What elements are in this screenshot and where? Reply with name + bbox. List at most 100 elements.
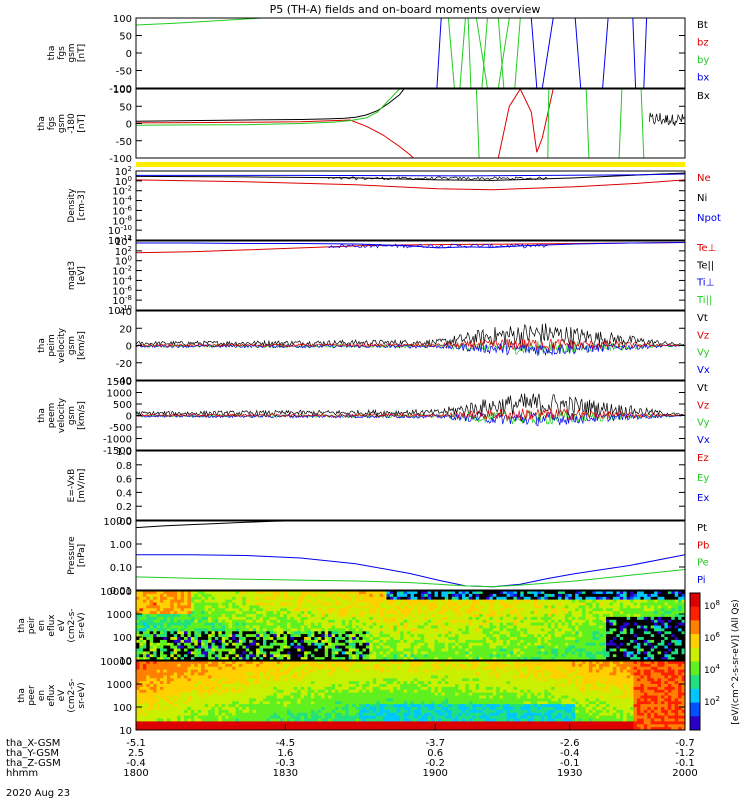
series-Br: [136, 120, 416, 161]
series-Br2: [498, 89, 553, 158]
legend-entry: Vz: [697, 330, 709, 341]
y-tick-label: 0.10: [110, 563, 132, 574]
y-label-line: E=-VxB: [67, 469, 77, 503]
y-tick-label: 1000: [107, 389, 132, 400]
series-by: [136, 4, 520, 88]
y-tick-label: 100: [113, 14, 132, 25]
y-label-line: tha: [17, 618, 27, 633]
y-label-line: eV: [57, 619, 67, 632]
series-Pe: [136, 570, 685, 587]
y-tick-label: 0.2: [116, 502, 132, 513]
series-Bg: [136, 78, 411, 126]
y-label-line: en: [37, 620, 47, 631]
legend-entry: bz: [697, 38, 709, 49]
panel-4-y-label: magt3[eV]: [67, 261, 87, 290]
y-tick-label: 100: [113, 85, 132, 96]
panel-2-legend: Bx: [697, 91, 710, 102]
y-label-line: tha: [37, 338, 47, 353]
legend-entry: by: [697, 55, 709, 66]
y-tick-label: 100: [113, 633, 132, 644]
y-tick-label: -1000: [103, 435, 132, 446]
panel-2-plot-area: [136, 78, 685, 161]
y-label-line: gsm: [67, 43, 77, 62]
legend-entry: Ey: [697, 473, 709, 484]
series-bx2: [531, 18, 646, 88]
series-Bx: [136, 80, 411, 121]
legend-entry: Bt: [697, 20, 708, 31]
panel-10-plot-area: [136, 661, 686, 731]
y-tick-label: 0: [126, 412, 132, 423]
y-label-line: gsm: [67, 406, 77, 425]
y-label-line: fgs: [57, 46, 67, 60]
legend-entry: Ti⊥: [696, 278, 714, 289]
legend-entry: Pe: [697, 558, 709, 569]
legend-entry: Te||: [696, 260, 714, 271]
legend-entry: Vy: [697, 348, 710, 359]
panel-7-frame: [136, 451, 685, 520]
y-tick-label: -500: [109, 423, 132, 434]
y-label-line: [mV/m]: [77, 469, 87, 503]
series-noise: [136, 393, 684, 415]
spectrogram-cells: [136, 661, 686, 731]
y-tick-label: 20: [119, 324, 132, 335]
series-noise: [136, 408, 684, 420]
panel-7: 1.00.80.60.40.20.0 E=-VxB[mV/m] Ez Ey Ex: [67, 447, 709, 527]
y-label-line: velocity: [57, 397, 67, 433]
legend-entry: Ni: [697, 193, 707, 204]
y-label-line: fgs: [47, 116, 57, 130]
y-tick-label: 0: [126, 120, 132, 131]
y-tick-label: 1000: [107, 610, 132, 621]
series-Pi: [136, 555, 685, 587]
y-tick-label: 1.00: [110, 540, 132, 551]
y-tick-label: 10.00: [103, 517, 132, 528]
y-label-line: [eV]: [77, 266, 87, 285]
y-label-line: [nT]: [77, 114, 87, 132]
legend-entry: Vy: [697, 418, 710, 429]
series-Te: [136, 243, 685, 253]
y-tick-label: 10000: [100, 587, 132, 598]
series-Bg2: [476, 89, 643, 158]
y-tick-label: 50: [119, 32, 132, 43]
legend-entry: Vt: [697, 383, 708, 394]
y-label-line: gsm: [67, 336, 77, 355]
panel-7-y-label: E=-VxB[mV/m]: [67, 469, 87, 503]
y-tick-label: -20: [116, 359, 132, 370]
legend-entry: Ti||: [696, 295, 712, 306]
y-label-line: tha: [47, 46, 57, 61]
y-label-line: [nPa]: [77, 544, 87, 567]
panel-4-legend: Te⊥ Te|| Ti⊥ Ti||: [696, 243, 716, 306]
legend-entry: Pt: [697, 523, 707, 534]
spectrogram-cells: [136, 591, 686, 661]
legend-entry: Bx: [697, 91, 710, 102]
panel-8-y-label: Pressure[nPa]: [67, 536, 87, 575]
panel-7-y-ticks: 1.00.80.60.40.20.0: [116, 447, 685, 527]
legend-entry: Te⊥: [696, 243, 716, 254]
legend-entry: Ne: [697, 173, 711, 184]
y-tick-label: 500: [113, 400, 132, 411]
panel-2-frame: [136, 89, 685, 158]
y-tick-label: 0.8: [116, 461, 132, 472]
series-Npot: [136, 174, 685, 176]
panel-3: 10210010-210-410-610-810-1010-12Density[…: [67, 165, 721, 247]
series-by2: [468, 18, 520, 88]
legend-entry: Ez: [697, 453, 709, 464]
legend-entry: Ex: [697, 493, 709, 504]
y-label-line: peem: [47, 403, 57, 429]
panel-5-plot-area: [136, 323, 684, 356]
panel-3-y-label: Density[cm-3]: [67, 188, 87, 223]
y-label-line: sr-eV): [77, 612, 87, 638]
y-tick-label: -50: [116, 67, 132, 78]
